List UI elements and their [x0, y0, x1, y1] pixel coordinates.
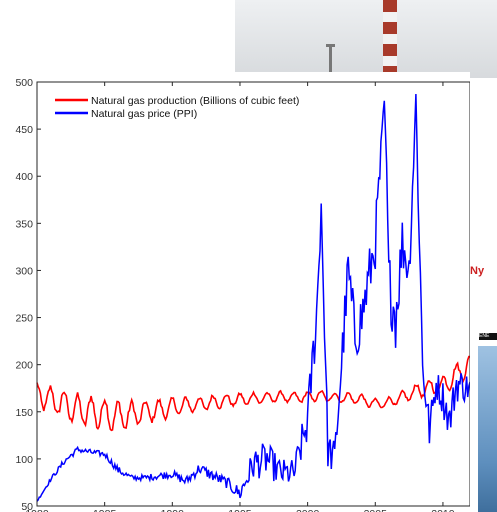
x-tick-label: 2005 [364, 508, 388, 512]
x-axis: 1980 1985 1990 1995 2000 2005 2010 [25, 82, 455, 512]
x-tick-label: 2000 [296, 508, 320, 512]
legend: Natural gas production (Billions of cubi… [44, 89, 340, 123]
x-tick-label: 1990 [161, 508, 185, 512]
category-tag[interactable]: ENE [479, 333, 497, 340]
y-tick-label: 350 [15, 218, 33, 230]
x-tick-label: 1985 [93, 508, 117, 512]
y-tick-label: 200 [15, 360, 33, 372]
y-tick-label: 400 [15, 171, 33, 183]
y-tick-label: 50 [21, 501, 33, 512]
y-tick-label: 450 [15, 124, 33, 136]
y-axis: 50 100 150 200 250 300 350 400 450 500 [15, 77, 41, 512]
x-tick-label: 2010 [431, 508, 455, 512]
plot-frame [36, 81, 470, 507]
x-tick-label: 1980 [25, 508, 49, 512]
legend-label-production: Natural gas production (Billions of cubi… [91, 95, 299, 107]
factory-chimneys-image [326, 0, 397, 78]
news-thumbnail-image[interactable] [478, 346, 497, 512]
legend-box [44, 89, 340, 123]
legend-label-price: Natural gas price (PPI) [91, 108, 197, 120]
background-photo-top [235, 0, 497, 78]
y-tick-label: 150 [15, 407, 33, 419]
x-tick-label: 1995 [228, 508, 252, 512]
chart-panel [0, 72, 470, 512]
y-tick-label: 250 [15, 313, 33, 325]
series-line-production [36, 355, 470, 432]
y-tick-label: 300 [15, 265, 33, 277]
plot-lines-layer [36, 93, 470, 502]
series-line-price [36, 93, 470, 502]
y-tick-label: 500 [15, 77, 33, 89]
y-tick-label: 100 [15, 454, 33, 466]
chart: 1980 1985 1990 1995 2000 2005 2010 50 100 150 200… [15, 77, 470, 512]
site-logo-fragment[interactable]: Ny [470, 265, 485, 277]
